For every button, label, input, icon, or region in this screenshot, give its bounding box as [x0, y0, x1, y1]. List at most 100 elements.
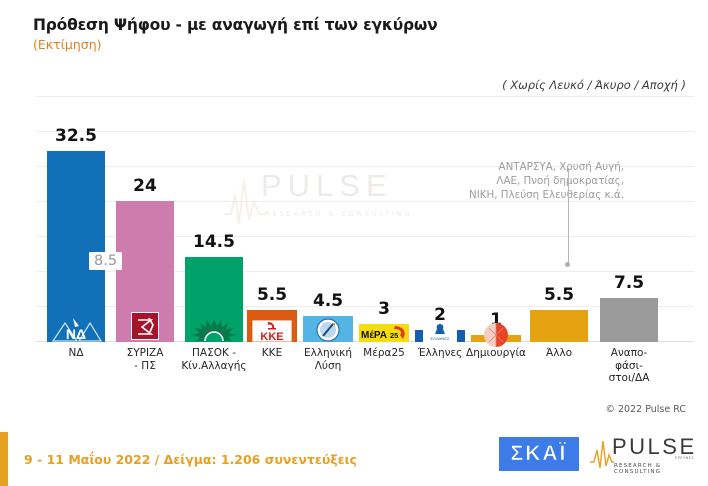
axis-label-line: Έλληνες: [417, 347, 463, 359]
axis-label-line: φάσι-: [615, 359, 643, 372]
bar-value-mera25: 3: [378, 299, 390, 319]
axis-label-kke: ΚΚΕ: [245, 347, 299, 360]
bar-value-pasok: 14.5: [193, 232, 235, 252]
axis-label-elliniki-lysi: Ελληνική Λύση: [299, 347, 357, 372]
bar-value-allo: 5.5: [543, 285, 575, 305]
gridline: [36, 96, 694, 97]
bar-mera25[interactable]: 3 ΜέΡΑ 25: [359, 299, 409, 342]
bar-anapofasistoi[interactable]: 7.5: [600, 273, 658, 342]
pulse-logo-tiny: ΕΡΕΥΝΕΣ: [675, 456, 694, 460]
bar-value-syriza: 24: [133, 176, 157, 196]
elliniki-lysi-party-logo: [316, 318, 340, 342]
nd-party-logo-icon: ΝΔ: [49, 316, 103, 342]
axis-label-line: Κίν.Αλλαγής: [181, 359, 247, 372]
ellines-party-logo-icon: ΕΛΛΗΝΕΣ: [423, 320, 457, 342]
footer-divider: [0, 408, 708, 409]
copyright-text: © 2022 Pulse RC: [605, 404, 686, 415]
bar-pasok[interactable]: 14.5: [185, 232, 243, 342]
kke-party-logo-icon: ΚΚΕ: [252, 320, 292, 342]
gridline: [36, 131, 694, 132]
axis-label-line: στοι/ΔΑ: [608, 372, 650, 384]
axis-label-line: Δημιουργία: [466, 347, 526, 359]
gridline: [36, 236, 694, 237]
dimiourgia-party-logo-icon: [484, 323, 508, 347]
axis-label-line: Αναπο-: [610, 347, 648, 359]
lead-gap-label: 8.5: [89, 252, 123, 270]
dimiourgia-party-logo: [483, 322, 509, 348]
bar-ellines[interactable]: 2 ΕΛΛΗΝΕΣ: [415, 305, 465, 342]
axis-label-nd: ΝΔ: [43, 347, 109, 360]
axis-label-line: - ΠΣ: [134, 359, 156, 372]
axis-label-dimiourgia: Δημιουργία: [462, 347, 530, 360]
chart-header: Πρόθεση Ψήφου - με αναγωγή επί των εγκύρ…: [33, 16, 683, 52]
skai-logo: ΣΚΑΪ: [499, 437, 579, 471]
bar-value-ellines: 2: [434, 305, 446, 325]
bar-rect-allo: [530, 310, 588, 342]
pulse-watermark: PULSE RESEARCH & CONSULTING: [225, 166, 420, 228]
footer-accent-bar: [0, 432, 8, 486]
pasok-party-logo-icon: [188, 316, 240, 342]
gridline: [36, 166, 694, 167]
chart-subtitle: (Εκτίμηση): [33, 37, 102, 52]
watermark-subtext: RESEARCH & CONSULTING: [265, 210, 413, 218]
annotation-line-2: ΛΑΕ, Πνοή δημοκρατίας,: [496, 175, 624, 187]
page-title: Πρόθεση Ψήφου - με αναγωγή επί των εγκύρ…: [33, 16, 438, 34]
svg-text:ΝΔ: ΝΔ: [66, 326, 86, 342]
axis-label-line: Ελληνική: [304, 347, 352, 359]
bar-rect-anapofasistoi: [600, 298, 658, 342]
survey-info: 9 - 11 Μαΐου 2022 / Δείγμα: 1.206 συνεντ…: [24, 452, 357, 467]
basis-note: ( Χωρίς Λευκό / Άκυρο / Αποχή ): [502, 78, 686, 92]
gridline: [36, 201, 694, 202]
pulse-logo-subtext: RESEARCH & CONSULTING: [614, 463, 662, 475]
axis-label-ellines: Έλληνες: [411, 347, 469, 360]
annotation-line-3: ΝΙΚΗ, Πλεύση Ελευθερίας κ.ά.: [469, 189, 624, 201]
annotation-leader-line: [568, 168, 569, 264]
annotation-leader-dot: [565, 262, 570, 267]
bar-value-dimiourgia: 1: [490, 310, 502, 330]
waveform-icon: [590, 440, 614, 469]
bar-value-anapofasistoi: 7.5: [613, 273, 645, 293]
pulse-logo: PULSE ΕΡΕΥΝΕΣ RESEARCH & CONSULTING: [590, 434, 698, 475]
bar-nd[interactable]: 32.5 ΝΔ: [47, 126, 105, 342]
pulse-logo-text: PULSE: [612, 434, 697, 459]
bar-kke[interactable]: 5.5 ΚΚΕ: [247, 285, 297, 342]
axis-label-line: Μέρα25: [363, 347, 405, 359]
axis-label-pasok: ΠΑΣΟΚ - Κίν.Αλλαγής: [177, 347, 251, 372]
gridline: [36, 271, 694, 272]
syriza-party-logo-icon: [131, 312, 159, 340]
axis-label-allo: Άλλο: [530, 347, 588, 360]
bar-elliniki-lysi[interactable]: 4.5: [303, 291, 353, 342]
other-parties-annotation: ΑΝΤΑΡΣΥΑ, Χρυσή Αυγή, ΛΑΕ, Πνοή δημοκρατ…: [469, 160, 624, 202]
svg-text:ΚΚΕ: ΚΚΕ: [260, 331, 283, 342]
bar-value-kke: 5.5: [256, 285, 288, 305]
watermark-text: PULSE: [261, 168, 393, 203]
axis-label-anapofasistoi: Αναπο- φάσι- στοι/ΔΑ: [598, 347, 660, 385]
annotation-line-1: ΑΝΤΑΡΣΥΑ, Χρυσή Αυγή,: [498, 161, 624, 173]
pasok-party-logo: [188, 316, 240, 342]
gridline: [36, 306, 694, 307]
svg-text:25: 25: [390, 331, 398, 340]
bar-value-elliniki-lysi: 4.5: [312, 291, 344, 311]
axis-label-line: ΠΑΣΟΚ -: [192, 347, 236, 359]
axis-label-line: ΚΚΕ: [261, 347, 283, 359]
chart-plot-area: PULSE RESEARCH & CONSULTING 32.5 ΝΔ 24: [0, 96, 708, 347]
svg-text:ΕΛΛΗΝΕΣ: ΕΛΛΗΝΕΣ: [431, 336, 450, 341]
mera25-party-logo: ΜέΡΑ 25: [359, 325, 409, 342]
kke-party-logo: ΚΚΕ: [252, 320, 292, 342]
waveform-icon: [225, 179, 265, 225]
axis-label-mera25: Μέρα25: [357, 347, 411, 360]
nd-party-logo: ΝΔ: [49, 316, 103, 342]
ellines-party-logo: ΕΛΛΗΝΕΣ: [423, 320, 457, 342]
axis-label-line: ΣΥΡΙΖΑ: [126, 347, 164, 359]
syriza-party-logo: [131, 312, 159, 340]
bar-syriza[interactable]: 24: [116, 176, 174, 342]
bar-allo[interactable]: 5.5: [530, 285, 588, 342]
bar-dimiourgia[interactable]: 1: [471, 310, 521, 347]
elliniki-lysi-party-logo-icon: [316, 318, 340, 342]
skai-logo-text: ΣΚΑΪ: [510, 442, 568, 466]
bar-value-nd: 32.5: [55, 126, 97, 146]
x-axis-labels: ΝΔ ΣΥΡΙΖΑ - ΠΣ ΠΑΣΟΚ - Κίν.Αλλαγής ΚΚΕ Ε…: [0, 347, 708, 393]
axis-label-line: Άλλο: [545, 347, 573, 359]
bar-rect-nd: [47, 151, 105, 342]
axis-label-syriza: ΣΥΡΙΖΑ - ΠΣ: [112, 347, 178, 372]
